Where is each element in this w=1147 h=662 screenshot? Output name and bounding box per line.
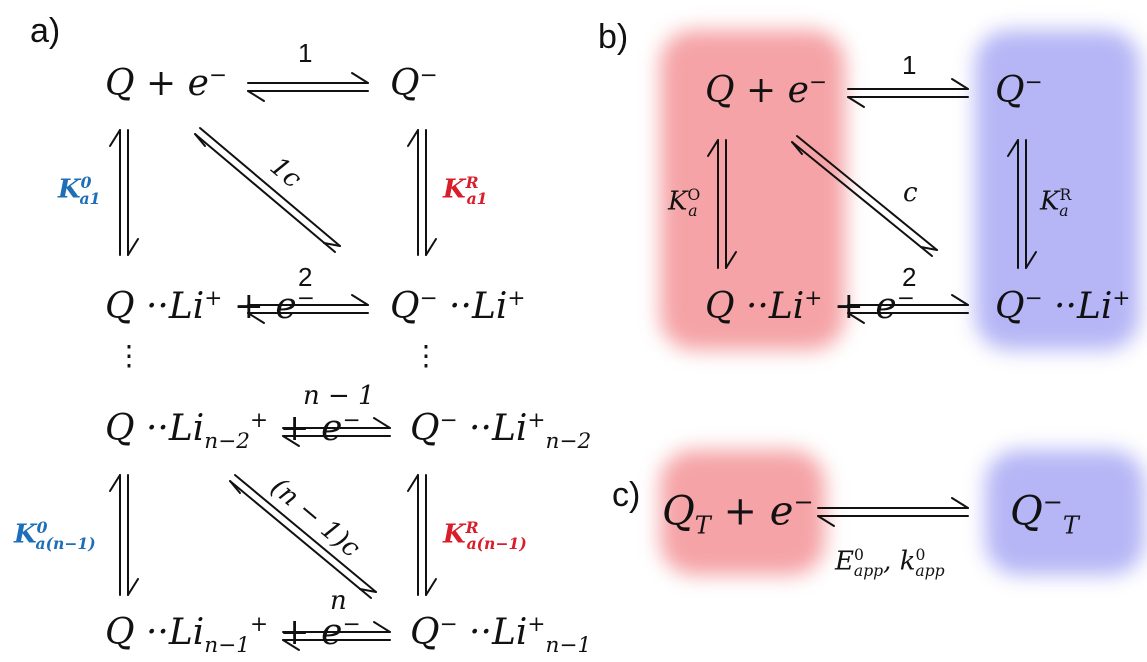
constant-k-ox-1: K0a1: [58, 173, 101, 208]
oxidized-region-b: [660, 30, 845, 350]
diagonal-arrow-b: [791, 135, 938, 257]
vertical-arrow-a-right-1: [407, 129, 437, 256]
reduced-region-c: [985, 450, 1145, 575]
vertical-arrow-a-left-2: [109, 474, 139, 596]
b-arrow-label-1: 1: [902, 50, 917, 80]
c-apparent-parameters: E0app, k0app: [835, 546, 945, 580]
diagonal-arrow-a-2: [229, 474, 377, 599]
vertical-arrow-b-left: [707, 139, 737, 269]
b-constant-k-ox: KOa: [668, 186, 701, 220]
vertical-arrow-a-right-2: [407, 474, 437, 596]
equilibrium-arrow-a2: [247, 294, 369, 324]
b-constant-k-red: KRa: [1040, 186, 1072, 220]
c-species-qt-plus-e: QT + e−: [662, 488, 814, 540]
oxidized-region-c: [660, 450, 825, 575]
b-arrow-label-2: 2: [902, 262, 917, 292]
equilibrium-arrow-b1: [847, 78, 969, 108]
b-species-q-li-plus-e: Q ··Li+ + e−: [705, 286, 915, 327]
equilibrium-arrow-c: [817, 497, 969, 527]
species-q-li-n-1-plus-e: Q ··Lin−1+ + e−: [105, 612, 361, 659]
vertical-arrow-b-right: [1007, 139, 1037, 269]
species-q-li-n-2-plus-e: Q ··Lin−2+ + e−: [105, 408, 361, 455]
arrow-label-1: 1: [298, 38, 313, 68]
continuation-dots-left: ⋮: [115, 339, 143, 372]
c-species-qt-minus: Q−T: [1010, 488, 1079, 540]
b-species-q-minus: Q−: [995, 70, 1043, 111]
constant-k-red-n-1: KRa(n−1): [443, 518, 527, 553]
equilibrium-arrow-b2: [847, 294, 969, 324]
species-q-minus-li-n-1: Q− ··Li+n−1: [410, 612, 592, 659]
b-diagonal-label-c: c: [903, 178, 918, 208]
arrow-label-n-1: n − 1: [303, 381, 375, 411]
b-species-q-minus-li: Q− ··Li+: [995, 286, 1131, 327]
species-q-minus: Q−: [390, 63, 438, 104]
panel-label-b: b): [598, 18, 629, 56]
species-q-li-plus-e: Q ··Li+ + e−: [105, 286, 315, 327]
equilibrium-arrow-a3: [282, 417, 391, 447]
panel-label-a: a): [30, 12, 61, 50]
species-q-plus-e: Q + e−: [105, 63, 227, 104]
constant-k-red-1: KRa1: [443, 173, 488, 208]
continuation-dots-right: ⋮: [412, 339, 440, 372]
diagonal-arrow-a-1: [194, 127, 341, 253]
equilibrium-arrow-a1: [247, 72, 369, 102]
reduced-region-b: [975, 30, 1140, 350]
b-species-q-plus-e: Q + e−: [705, 70, 827, 111]
panel-label-c: c): [612, 476, 641, 514]
species-q-minus-li: Q− ··Li+: [390, 286, 526, 327]
constant-k-ox-n-1: K0a(n−1): [14, 518, 96, 553]
arrow-label-n: n: [330, 586, 347, 616]
arrow-label-2: 2: [298, 262, 313, 292]
species-q-minus-li-n-2: Q− ··Li+n−2: [410, 408, 592, 455]
vertical-arrow-a-left-1: [109, 129, 139, 256]
equilibrium-arrow-a4: [282, 621, 391, 651]
